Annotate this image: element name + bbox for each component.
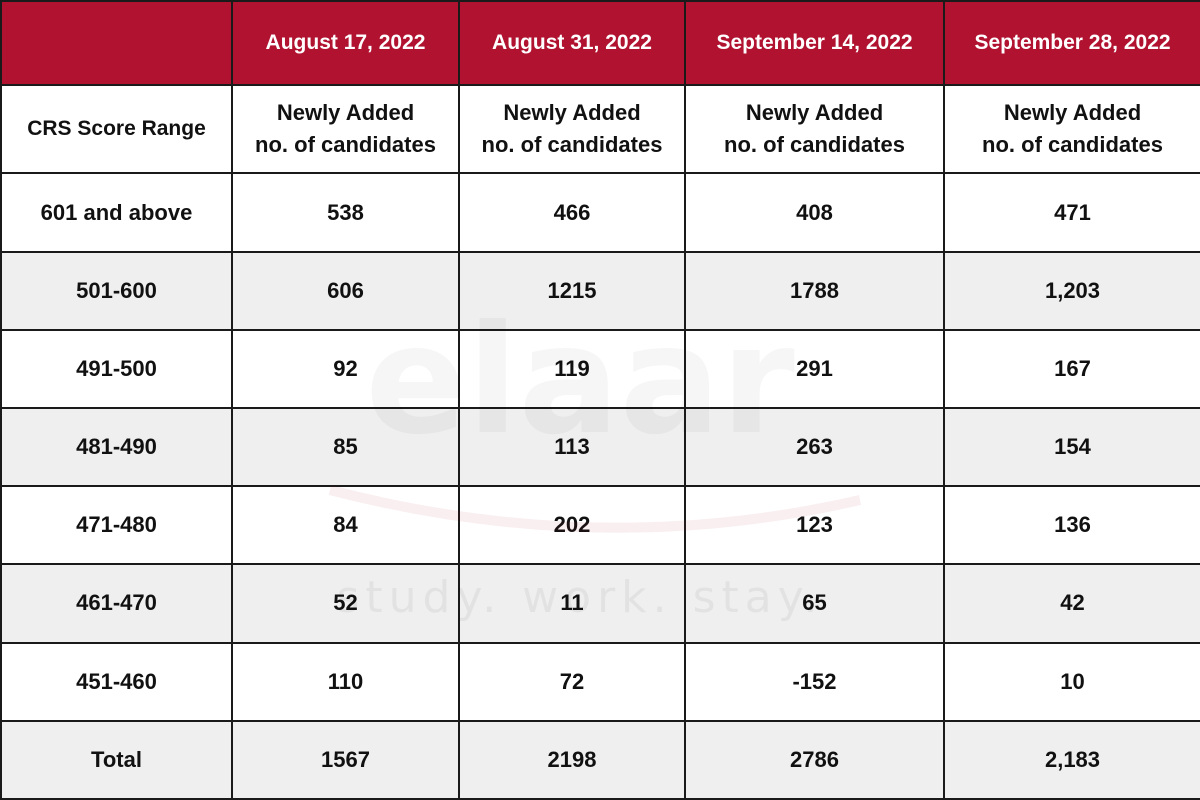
newly-added-label: Newly Added: [503, 100, 641, 126]
date-header: August 31, 2022: [458, 0, 686, 87]
newly-added-header: Newly Added no. of candidates: [943, 84, 1200, 175]
newly-added-header: Newly Added no. of candidates: [231, 84, 460, 175]
total-value: 2786: [684, 719, 945, 800]
total-value: 1567: [231, 719, 460, 800]
total-value: 2198: [458, 719, 686, 800]
candidate-count-cell: 263: [684, 406, 945, 488]
candidate-count-cell: 291: [684, 328, 945, 409]
candidate-count-cell: 1,203: [943, 250, 1200, 331]
subheader-row: CRS Score Range Newly Added no. of candid…: [0, 84, 1200, 175]
date-header-row: August 17, 2022 August 31, 2022 Septembe…: [0, 0, 1200, 87]
total-label: Total: [0, 719, 233, 800]
candidate-count-cell: 1215: [458, 250, 686, 331]
newly-added-header: Newly Added no. of candidates: [458, 84, 686, 175]
table-row: 501-600 606 1215 1788 1,203: [0, 250, 1200, 331]
candidate-count-cell: 471: [943, 172, 1200, 253]
candidate-count-cell: 538: [231, 172, 460, 253]
score-range-cell: 471-480: [0, 485, 233, 566]
candidate-count-cell: 52: [231, 563, 460, 644]
candidate-count-cell: 167: [943, 328, 1200, 409]
candidate-count-cell: 466: [458, 172, 686, 253]
candidate-count-cell: 154: [943, 406, 1200, 488]
date-header: August 17, 2022: [231, 0, 460, 87]
candidate-count-cell: 72: [458, 641, 686, 722]
candidate-count-cell: 119: [458, 328, 686, 409]
candidate-count-cell: 42: [943, 563, 1200, 644]
candidate-count-cell: 113: [458, 406, 686, 488]
candidates-label: no. of candidates: [724, 132, 905, 158]
score-range-cell: 461-470: [0, 563, 233, 644]
table-row: 451-460 110 72 -152 10: [0, 641, 1200, 722]
table-row: 481-490 85 113 263 154: [0, 406, 1200, 488]
score-range-cell: 501-600: [0, 250, 233, 331]
table-row: 601 and above 538 466 408 471: [0, 172, 1200, 253]
total-value: 2,183: [943, 719, 1200, 800]
candidate-count-cell: 202: [458, 485, 686, 566]
candidate-count-cell: 10: [943, 641, 1200, 722]
candidates-label: no. of candidates: [255, 132, 436, 158]
table-row: 491-500 92 119 291 167: [0, 328, 1200, 409]
candidate-count-cell: 92: [231, 328, 460, 409]
newly-added-label: Newly Added: [1003, 100, 1142, 126]
crs-score-range-header: CRS Score Range: [0, 84, 233, 175]
candidate-count-cell: 65: [684, 563, 945, 644]
score-range-cell: 491-500: [0, 328, 233, 409]
candidates-label: no. of candidates: [982, 132, 1163, 158]
score-range-cell: 601 and above: [0, 172, 233, 253]
candidate-count-cell: 408: [684, 172, 945, 253]
table-row: 461-470 52 11 65 42: [0, 563, 1200, 644]
candidate-count-cell: 85: [231, 406, 460, 488]
candidate-count-cell: 606: [231, 250, 460, 331]
candidate-count-cell: 11: [458, 563, 686, 644]
candidate-count-cell: 110: [231, 641, 460, 722]
candidate-count-cell: 1788: [684, 250, 945, 331]
candidate-count-cell: 136: [943, 485, 1200, 566]
candidate-count-cell: 84: [231, 485, 460, 566]
score-range-cell: 481-490: [0, 406, 233, 488]
date-header: September 28, 2022: [943, 0, 1200, 87]
score-range-cell: 451-460: [0, 641, 233, 722]
candidate-count-cell: -152: [684, 641, 945, 722]
table-row: 471-480 84 202 123 136: [0, 485, 1200, 566]
newly-added-label: Newly Added: [276, 100, 415, 126]
newly-added-label: Newly Added: [745, 100, 884, 126]
newly-added-header: Newly Added no. of candidates: [684, 84, 945, 175]
date-header: September 14, 2022: [684, 0, 945, 87]
total-row: Total 1567 2198 2786 2,183: [0, 719, 1200, 800]
candidate-count-cell: 123: [684, 485, 945, 566]
corner-cell: [0, 0, 233, 87]
candidates-label: no. of candidates: [481, 132, 663, 158]
